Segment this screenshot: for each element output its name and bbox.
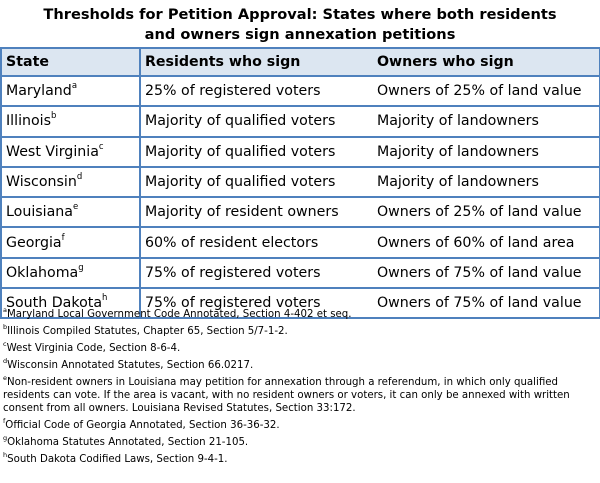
table-row: Marylanda 25% of registered voters Owner… xyxy=(0,76,600,108)
residents-cell: 25% of registered voters xyxy=(140,76,373,108)
footnote-mark: d xyxy=(76,172,83,183)
footnote-mark: a xyxy=(3,306,7,314)
footnote-mark: b xyxy=(51,111,57,122)
title-line-1: Thresholds for Petition Approval: States… xyxy=(43,6,557,23)
footnote-text: Oklahoma Statutes Annotated, Section 21-… xyxy=(7,437,249,448)
footnote-text: West Virginia Code, Section 8-6-4. xyxy=(6,343,181,354)
footnote-text: Non-resident owners in Louisiana may pet… xyxy=(3,377,570,414)
footnote: dWisconsin Annotated Statutes, Section 6… xyxy=(3,357,597,372)
state-name: Illinois xyxy=(6,113,52,130)
state-name: Georgia xyxy=(6,234,62,251)
owners-cell: Owners of 25% of land value xyxy=(373,76,600,108)
residents-cell: 60% of resident electors xyxy=(140,227,373,259)
owners-cell: Owners of 25% of land value xyxy=(373,197,600,229)
footnote-mark: e xyxy=(72,202,79,213)
footnote: bIllinois Compiled Statutes, Chapter 65,… xyxy=(3,323,597,338)
state-cell: Oklahomag xyxy=(0,257,141,290)
header-owners: Owners who sign xyxy=(373,47,600,77)
owners-cell: Majority of landowners xyxy=(373,136,600,168)
footnote-mark: f xyxy=(61,232,65,243)
state-cell: Marylanda xyxy=(0,76,141,108)
footnote-mark: f xyxy=(3,417,6,425)
footnote-text: Illinois Compiled Statutes, Chapter 65, … xyxy=(7,326,288,337)
footnote-mark: e xyxy=(3,374,7,382)
table-row: West Virginiac Majority of qualified vot… xyxy=(0,136,600,168)
state-name: South Dakota xyxy=(6,295,103,312)
footnotes: aMaryland Local Government Code Annotate… xyxy=(3,306,597,470)
footnote: hSouth Dakota Codified Laws, Section 9-4… xyxy=(3,451,597,466)
footnote: cWest Virginia Code, Section 8-6-4. xyxy=(3,340,597,355)
owners-cell: Owners of 60% of land area xyxy=(373,227,600,259)
owners-cell: Owners of 75% of land value xyxy=(373,257,600,290)
state-name: Wisconsin xyxy=(6,174,77,191)
header-residents: Residents who sign xyxy=(140,47,373,77)
table-title: Thresholds for Petition Approval: States… xyxy=(0,5,600,45)
footnote: aMaryland Local Government Code Annotate… xyxy=(3,306,597,321)
footnote-text: Wisconsin Annotated Statutes, Section 66… xyxy=(7,360,254,371)
owners-cell: Majority of landowners xyxy=(373,166,600,199)
owners-cell: Owners of 75% of land value xyxy=(373,288,600,320)
state-name: West Virginia xyxy=(6,143,99,160)
residents-cell: Majority of resident owners xyxy=(140,197,373,229)
footnote: fOfficial Code of Georgia Annotated, Sec… xyxy=(3,417,597,432)
state-cell: South Dakotah xyxy=(0,288,141,320)
footnote-text: Official Code of Georgia Annotated, Sect… xyxy=(5,420,280,431)
owners-cell: Majority of landowners xyxy=(373,106,600,138)
residents-cell: 75% of registered voters xyxy=(140,257,373,290)
footnote-mark: h xyxy=(3,451,8,459)
header-row: State Residents who sign Owners who sign xyxy=(0,47,600,77)
footnote-mark: g xyxy=(3,434,8,442)
table-row: Wisconsind Majority of qualified voters … xyxy=(0,166,600,199)
residents-cell: 75% of registered voters xyxy=(140,288,373,320)
table-row: Illinoisb Majority of qualified voters M… xyxy=(0,106,600,138)
footnote: eNon-resident owners in Louisiana may pe… xyxy=(3,374,597,415)
footnote-mark: c xyxy=(3,340,7,348)
residents-cell: Majority of qualified voters xyxy=(140,106,373,138)
state-name: Oklahoma xyxy=(6,264,79,281)
footnote: gOklahoma Statutes Annotated, Section 21… xyxy=(3,434,597,449)
table-row: South Dakotah 75% of registered voters O… xyxy=(0,288,600,320)
footnote-mark: g xyxy=(78,262,84,273)
thresholds-table: State Residents who sign Owners who sign… xyxy=(0,47,600,320)
state-cell: West Virginiac xyxy=(0,136,141,168)
residents-cell: Majority of qualified voters xyxy=(140,136,373,168)
footnote-mark: h xyxy=(102,293,108,304)
footnote-mark: c xyxy=(98,141,104,152)
state-cell: Louisianae xyxy=(0,197,141,229)
residents-cell: Majority of qualified voters xyxy=(140,166,373,199)
header-state: State xyxy=(0,47,141,77)
state-cell: Illinoisb xyxy=(0,106,141,138)
state-name: Louisiana xyxy=(6,204,73,221)
footnote-mark: b xyxy=(3,323,8,331)
title-line-2: and owners sign annexation petitions xyxy=(144,26,456,43)
footnote-text: Maryland Local Government Code Annotated… xyxy=(6,309,352,320)
state-name: Maryland xyxy=(6,83,72,100)
table-row: Louisianae Majority of resident owners O… xyxy=(0,197,600,229)
state-cell: Georgiaf xyxy=(0,227,141,259)
table-row: Oklahomag 75% of registered voters Owner… xyxy=(0,257,600,290)
footnote-text: South Dakota Codified Laws, Section 9-4-… xyxy=(7,454,228,465)
footnote-mark: a xyxy=(71,81,78,92)
footnote-mark: d xyxy=(3,357,8,365)
state-cell: Wisconsind xyxy=(0,166,141,199)
table-row: Georgiaf 60% of resident electors Owners… xyxy=(0,227,600,259)
